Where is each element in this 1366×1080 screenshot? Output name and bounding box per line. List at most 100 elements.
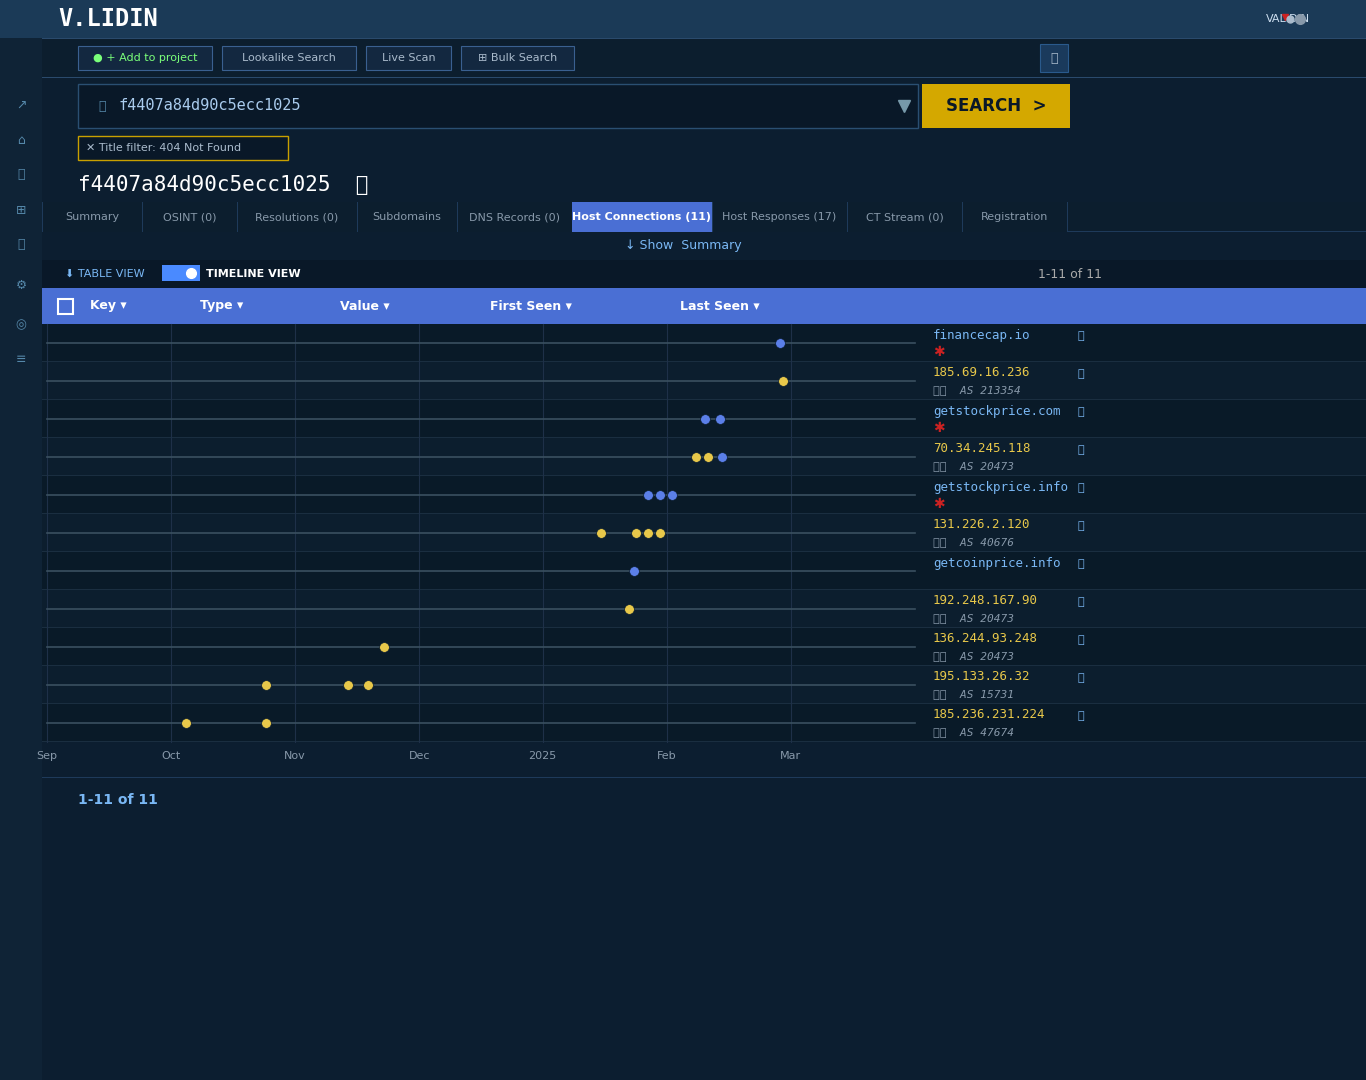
Text: financecap.io: financecap.io — [933, 329, 1030, 342]
Text: 🇺🇸  AS 20473: 🇺🇸 AS 20473 — [933, 613, 1014, 623]
Text: 🇺🇸  AS 20473: 🇺🇸 AS 20473 — [933, 461, 1014, 471]
Text: ⊞: ⊞ — [16, 203, 26, 216]
Text: ⧉: ⧉ — [1078, 369, 1085, 379]
Text: 🇩🇪  AS 15731: 🇩🇪 AS 15731 — [933, 689, 1014, 699]
Text: 🇺🇸  AS 20473: 🇺🇸 AS 20473 — [933, 651, 1014, 661]
Text: 🔍: 🔍 — [18, 168, 25, 181]
Text: First Seen ▾: First Seen ▾ — [490, 299, 572, 312]
Text: ⧉: ⧉ — [1078, 483, 1085, 492]
Text: Registration: Registration — [981, 212, 1048, 222]
Bar — [460, 46, 574, 70]
Text: ⚙: ⚙ — [15, 279, 26, 292]
Text: Live Scan: Live Scan — [381, 53, 436, 63]
Bar — [366, 46, 451, 70]
Text: 195.133.26.32: 195.133.26.32 — [933, 670, 1030, 683]
Text: 🇦🇺  AS 47674: 🇦🇺 AS 47674 — [933, 727, 1014, 737]
Text: Dec: Dec — [408, 751, 430, 761]
Bar — [223, 46, 357, 70]
Bar — [1040, 44, 1068, 72]
Text: 1-11 of 11: 1-11 of 11 — [78, 793, 158, 807]
Text: getstockprice.com: getstockprice.com — [933, 405, 1060, 418]
Text: Value ▾: Value ▾ — [340, 299, 389, 312]
Bar — [42, 514, 1366, 552]
Bar — [42, 362, 1366, 400]
Bar — [42, 704, 1366, 742]
Text: 185.69.16.236: 185.69.16.236 — [933, 365, 1030, 378]
Text: ⧉: ⧉ — [1078, 597, 1085, 607]
Bar — [42, 202, 1366, 232]
Text: ✱: ✱ — [933, 421, 945, 435]
Bar — [42, 202, 142, 232]
Bar — [42, 38, 1366, 78]
Text: 185.236.231.224: 185.236.231.224 — [933, 707, 1045, 720]
Bar — [42, 590, 1366, 627]
Text: ⊞ Bulk Search: ⊞ Bulk Search — [478, 53, 557, 63]
Text: 192.248.167.90: 192.248.167.90 — [933, 594, 1038, 607]
Text: ⧉: ⧉ — [1078, 711, 1085, 721]
Bar — [847, 202, 962, 232]
Bar — [236, 202, 357, 232]
Text: Host Connections (11): Host Connections (11) — [572, 212, 712, 222]
Text: ⧉: ⧉ — [1078, 521, 1085, 531]
Text: VALIDIN: VALIDIN — [1266, 14, 1310, 24]
Text: getstockprice.info: getstockprice.info — [933, 482, 1068, 495]
Text: ⧉: ⧉ — [1078, 445, 1085, 455]
Bar — [42, 324, 1366, 362]
Text: Oct: Oct — [161, 751, 180, 761]
Text: ⧉: ⧉ — [1078, 635, 1085, 645]
Bar — [42, 438, 1366, 476]
Text: ⌂: ⌂ — [16, 134, 25, 147]
Bar — [78, 46, 212, 70]
Text: Key ▾: Key ▾ — [90, 299, 127, 312]
Text: V.LIDIN: V.LIDIN — [57, 6, 157, 31]
Text: 🇬🇧  AS 213354: 🇬🇧 AS 213354 — [933, 384, 1020, 395]
Text: 📋: 📋 — [18, 239, 25, 252]
Text: ⧉: ⧉ — [1078, 559, 1085, 569]
Text: SEARCH  >: SEARCH > — [945, 97, 1046, 114]
Text: Mar: Mar — [780, 751, 802, 761]
Text: 1-11 of 11: 1-11 of 11 — [1038, 268, 1102, 281]
Text: ✱: ✱ — [933, 345, 945, 359]
Text: Sep: Sep — [37, 751, 57, 761]
Text: f4407a84d90c5ecc1025: f4407a84d90c5ecc1025 — [117, 98, 301, 113]
Text: ↓ Show  Summary: ↓ Show Summary — [624, 240, 742, 253]
Bar — [42, 78, 1366, 140]
Text: 🔍: 🔍 — [98, 99, 105, 112]
Text: ✱: ✱ — [933, 497, 945, 511]
Text: ≡: ≡ — [16, 353, 26, 366]
Bar — [42, 232, 1366, 260]
Bar — [962, 202, 1067, 232]
Bar — [42, 627, 1366, 666]
Text: Feb: Feb — [657, 751, 676, 761]
Bar — [78, 136, 288, 160]
Bar — [0, 38, 42, 1080]
Text: ⬇ TABLE VIEW: ⬇ TABLE VIEW — [66, 269, 145, 279]
Text: Lookalike Search: Lookalike Search — [242, 53, 336, 63]
Text: 136.244.93.248: 136.244.93.248 — [933, 632, 1038, 645]
Bar — [57, 299, 72, 314]
Bar — [42, 778, 1366, 1080]
Text: OSINT (0): OSINT (0) — [163, 212, 216, 222]
Text: Nov: Nov — [284, 751, 306, 761]
Bar — [42, 476, 1366, 514]
Bar — [0, 0, 1366, 38]
Text: ● + Add to project: ● + Add to project — [93, 53, 197, 63]
Bar — [458, 202, 572, 232]
Bar — [922, 84, 1070, 129]
Text: Resolutions (0): Resolutions (0) — [255, 212, 339, 222]
Bar — [357, 202, 458, 232]
Text: CT Stream (0): CT Stream (0) — [866, 212, 944, 222]
Bar — [572, 202, 712, 232]
Text: ⧉: ⧉ — [1078, 330, 1085, 341]
Bar — [42, 552, 1366, 590]
Bar — [42, 666, 1366, 704]
Text: TIMELINE VIEW: TIMELINE VIEW — [206, 269, 301, 279]
Bar — [78, 84, 918, 129]
Text: getcoinprice.info: getcoinprice.info — [933, 557, 1060, 570]
Text: 70.34.245.118: 70.34.245.118 — [933, 442, 1030, 455]
Text: ✕ Title filter: 404 Not Found: ✕ Title filter: 404 Not Found — [86, 143, 242, 153]
Text: 🔖: 🔖 — [1050, 52, 1057, 65]
Text: Type ▾: Type ▾ — [199, 299, 243, 312]
Text: f4407a84d90c5ecc1025  ⧉: f4407a84d90c5ecc1025 ⧉ — [78, 175, 369, 195]
Bar — [163, 265, 199, 281]
